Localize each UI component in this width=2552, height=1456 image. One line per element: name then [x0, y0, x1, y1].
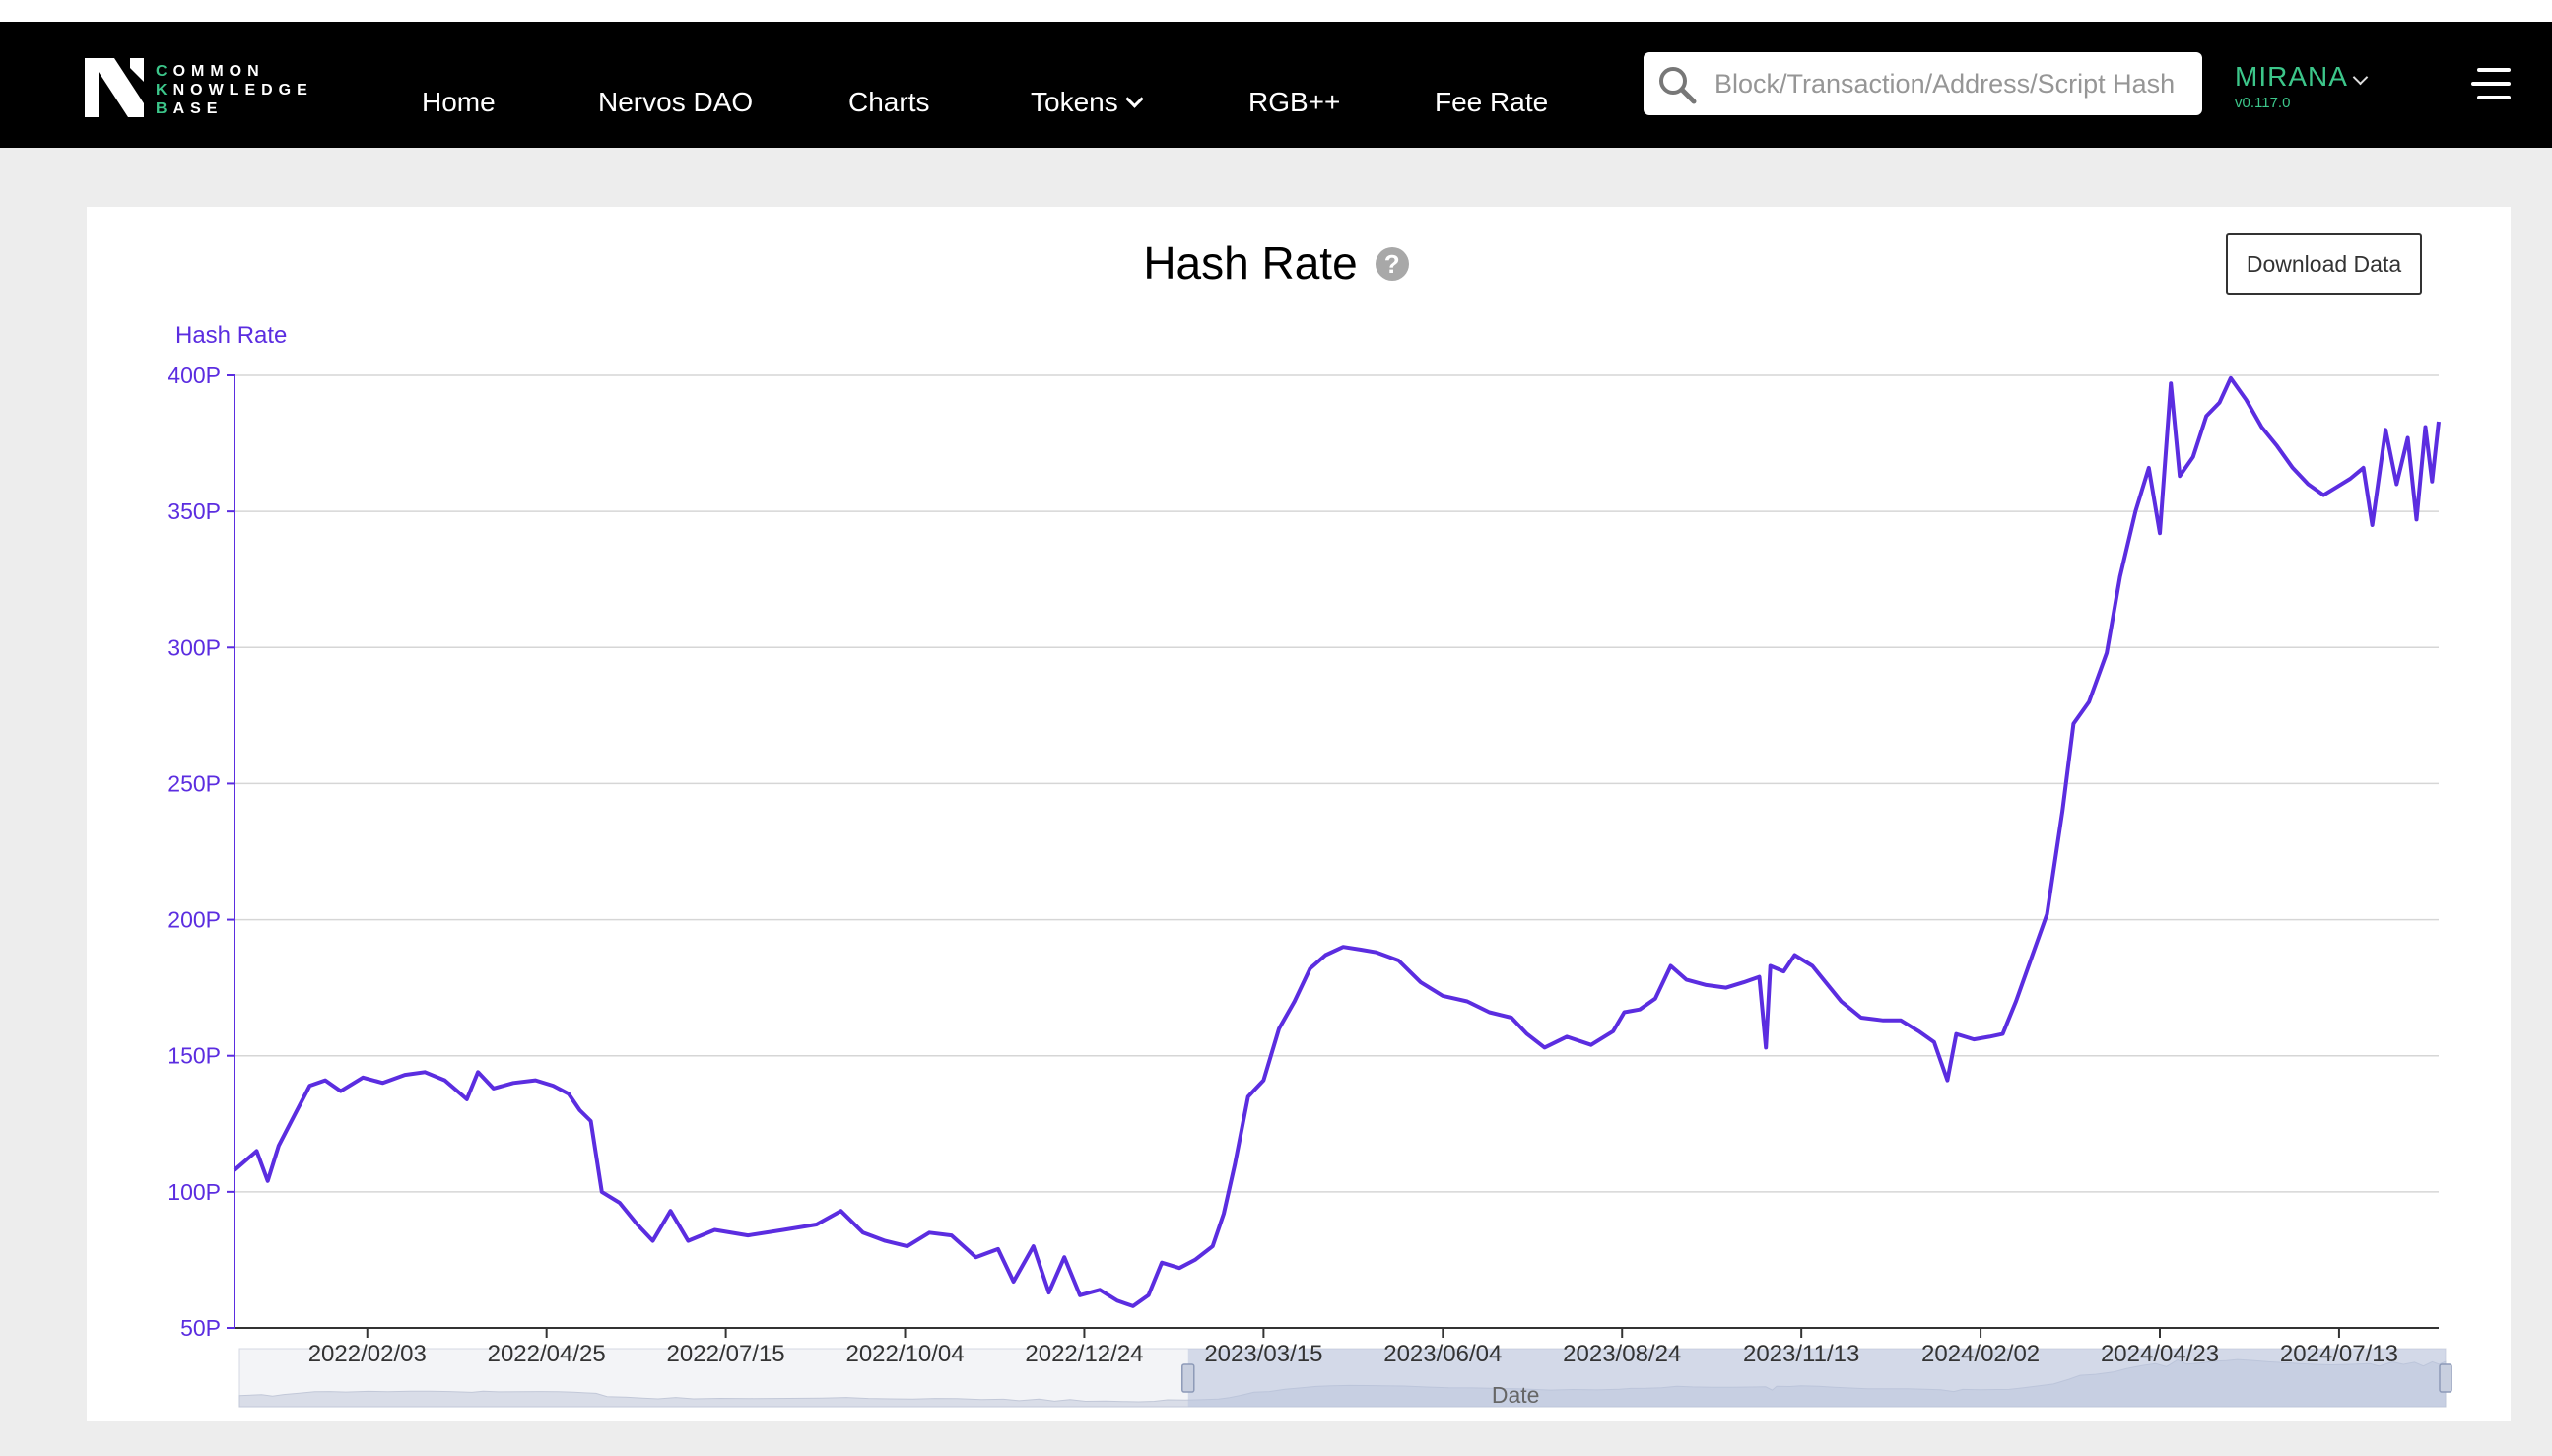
- x-tick-label: 2023/03/15: [1204, 1341, 1322, 1367]
- top-navbar: COMMON KNOWLEDGE BASE Home Nervos DAO Ch…: [0, 22, 2552, 148]
- ckb-logo-text: COMMON KNOWLEDGE BASE: [156, 62, 313, 118]
- data-zoom-slider[interactable]: Date: [238, 1348, 2452, 1408]
- logo-line-1: OMMON: [172, 63, 265, 80]
- browser-top-strip: [0, 0, 2552, 22]
- logo-line-3: ASE: [172, 100, 224, 117]
- network-name: MIRANA: [2235, 61, 2348, 92]
- chart-card: [87, 207, 2511, 1421]
- hash-rate-series-line: [233, 375, 2441, 1308]
- nav-nervos-dao[interactable]: Nervos DAO: [598, 87, 754, 117]
- axes: [234, 375, 2439, 1329]
- search-box[interactable]: [1644, 52, 2202, 115]
- search-input[interactable]: [1714, 52, 2192, 115]
- nav-fee-rate[interactable]: Fee Rate: [1435, 87, 1549, 117]
- x-tick-label: 2024/02/02: [1921, 1341, 2040, 1367]
- x-tick-label: 2022/12/24: [1025, 1341, 1143, 1367]
- x-tick-label: 2024/07/13: [2280, 1341, 2398, 1367]
- page-title: Hash Rate: [1143, 237, 1358, 289]
- x-tick-label: 2022/07/15: [667, 1341, 785, 1367]
- y-tick-label: 250P: [168, 770, 221, 796]
- x-tick-label: 2023/06/04: [1383, 1341, 1502, 1367]
- x-axis-ticks: 2022/02/03 2022/04/25 2022/07/15 2022/10/04…: [308, 1328, 2398, 1367]
- x-tick-label: 2024/04/23: [2101, 1341, 2219, 1367]
- menu-icon[interactable]: [2471, 68, 2511, 101]
- zoom-handle-right[interactable]: [2439, 1363, 2452, 1393]
- logo-line-2-initial: K: [156, 82, 173, 99]
- x-tick-label: 2023/11/13: [1743, 1341, 1859, 1367]
- nav-rgbpp[interactable]: RGB++: [1248, 87, 1341, 117]
- y-tick-label: 50P: [180, 1315, 221, 1341]
- y-tick-label: 400P: [168, 363, 221, 388]
- y-axis-ticks: 50P 100P 150P 200P 250P 300P 350P 400P: [168, 363, 235, 1341]
- series-layer: [233, 375, 2441, 1308]
- nav-home[interactable]: Home: [422, 87, 496, 117]
- chart-header: Hash Rate?: [0, 236, 2552, 290]
- logo-line-3-initial: B: [156, 100, 173, 117]
- x-axis-title: Date: [1492, 1382, 1540, 1408]
- download-data-button[interactable]: Download Data: [2226, 233, 2422, 295]
- y-tick-label: 150P: [168, 1043, 221, 1069]
- y-tick-label: 300P: [168, 634, 221, 660]
- y-tick-label: 200P: [168, 907, 221, 933]
- nav-tokens[interactable]: Tokens: [1031, 87, 1144, 118]
- network-version: v0.117.0: [2235, 95, 2291, 111]
- search-icon: [1659, 67, 1697, 104]
- x-tick-label: 2022/10/04: [845, 1341, 964, 1367]
- nav-tokens-label: Tokens: [1031, 87, 1118, 117]
- ckb-logo-icon: [85, 58, 144, 117]
- zoom-window[interactable]: [1187, 1349, 2446, 1407]
- y-axis-title: Hash Rate: [175, 322, 287, 349]
- zoom-handle-left[interactable]: [1181, 1363, 1195, 1393]
- grid-lines: [235, 374, 2439, 1193]
- logo-line-2: NOWLEDGE: [172, 82, 313, 99]
- logo-line-1-initial: C: [156, 63, 173, 80]
- x-tick-label: 2022/04/25: [488, 1341, 606, 1367]
- nav-charts[interactable]: Charts: [848, 87, 930, 117]
- x-tick-label: 2023/08/24: [1563, 1341, 1681, 1367]
- y-tick-label: 100P: [168, 1179, 221, 1205]
- x-tick-label: 2022/02/03: [308, 1341, 427, 1367]
- network-selector[interactable]: MIRANA v0.117.0: [2235, 61, 2369, 111]
- question-circle-icon[interactable]: ?: [1375, 246, 1409, 281]
- y-tick-label: 350P: [168, 498, 221, 524]
